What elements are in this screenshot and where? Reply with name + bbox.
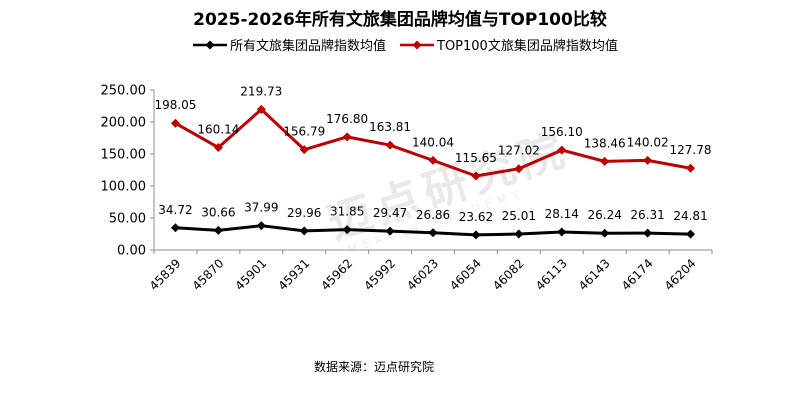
data-label: 26.86: [416, 208, 450, 222]
y-tick-label: 0.00: [117, 244, 146, 259]
data-label: 26.24: [588, 208, 622, 222]
data-label: 115.65: [455, 151, 497, 165]
x-tick-label: 45839: [147, 256, 184, 293]
data-point: [170, 118, 180, 128]
x-tick-label: 46204: [662, 256, 699, 293]
data-point: [600, 156, 610, 166]
data-point: [170, 223, 180, 233]
data-label: 198.05: [154, 98, 196, 112]
data-point: [385, 226, 395, 236]
legend-marker-series-1: [412, 40, 422, 50]
data-label: 156.79: [283, 125, 325, 139]
data-point: [686, 163, 696, 173]
data-point: [643, 228, 653, 238]
data-point: [557, 145, 567, 155]
series-0: 34.72 30.66 37.99 29.96 31.85 29.47 26.86 23.62…: [158, 201, 708, 240]
data-point: [600, 228, 610, 238]
y-tick-label: 50.00: [109, 212, 146, 227]
legend: 所有文旅集团品牌指数均值 TOP100文旅集团品牌指数均值: [193, 38, 618, 54]
data-label: 25.01: [502, 209, 536, 223]
data-point: [256, 221, 266, 231]
data-point: [643, 155, 653, 165]
data-label: 160.14: [197, 123, 239, 137]
data-label: 29.96: [287, 206, 321, 220]
data-point: [686, 229, 696, 239]
x-tick-label: 46174: [619, 256, 656, 293]
data-label: 140.04: [412, 135, 454, 149]
data-point: [471, 230, 481, 240]
y-tick-label: 100.00: [101, 180, 147, 195]
x-tick-label: 45962: [318, 256, 355, 293]
data-label: 127.02: [498, 144, 540, 158]
legend-label-series-0: 所有文旅集团品牌指数均值: [230, 38, 386, 54]
legend-item-series-1: TOP100文旅集团品牌指数均值: [400, 38, 618, 54]
data-label: 176.80: [326, 112, 368, 126]
series-1: 198.05160.14219.73156.79176.80163.81140.…: [154, 84, 712, 181]
data-point: [342, 225, 352, 235]
data-label: 23.62: [459, 210, 493, 224]
x-tick-label: 46082: [490, 256, 527, 293]
x-tick-label: 46054: [447, 256, 484, 293]
data-point: [471, 171, 481, 181]
data-point: [299, 226, 309, 236]
data-label: 138.46: [584, 136, 626, 150]
data-point: [256, 104, 266, 114]
data-label: 219.73: [240, 84, 282, 98]
y-axis: 0.00 50.00 100.00 150.00 200.00 250.00: [101, 84, 155, 259]
x-tick-label: 45870: [190, 256, 227, 293]
x-tick-label: 46113: [533, 256, 570, 293]
data-point: [213, 143, 223, 153]
data-point: [557, 227, 567, 237]
x-axis: 45839 45870 45901 45931 45962 45992 46023 46054…: [147, 249, 713, 293]
data-label: 163.81: [369, 120, 411, 134]
x-tick-label: 45901: [233, 256, 270, 293]
y-tick-label: 150.00: [101, 148, 147, 163]
x-tick-label: 45992: [361, 256, 398, 293]
series-layer: 34.72 30.66 37.99 29.96 31.85 29.47 26.86 23.62…: [154, 84, 712, 240]
data-point: [514, 164, 524, 174]
legend-item-series-0: 所有文旅集团品牌指数均值: [193, 38, 386, 54]
data-point: [213, 225, 223, 235]
x-tick-label: 46023: [404, 256, 441, 293]
chart-title: 2025-2026年所有文旅集团品牌均值与TOP100比较: [193, 9, 607, 30]
legend-label-series-1: TOP100文旅集团品牌指数均值: [436, 38, 618, 54]
data-label: 26.31: [630, 208, 664, 222]
data-label: 24.81: [673, 209, 707, 223]
data-label: 37.99: [244, 201, 278, 215]
data-point: [385, 140, 395, 150]
data-label: 30.66: [201, 205, 235, 219]
data-label: 127.78: [670, 143, 712, 157]
data-point: [342, 132, 352, 142]
x-tick-label: 46143: [576, 256, 613, 293]
y-tick-label: 200.00: [101, 116, 147, 131]
data-label: 34.72: [158, 203, 192, 217]
x-tick-label: 45931: [275, 256, 312, 293]
y-tick-label: 250.00: [101, 84, 147, 99]
data-label: 140.02: [627, 135, 669, 149]
data-label: 28.14: [545, 207, 579, 221]
data-point: [428, 228, 438, 238]
data-label: 29.47: [373, 206, 407, 220]
data-point: [299, 145, 309, 155]
data-label: 31.85: [330, 205, 364, 219]
data-point: [428, 155, 438, 165]
data-point: [514, 229, 524, 239]
data-label: 156.10: [541, 125, 583, 139]
data-source: 数据来源：迈点研究院: [314, 359, 434, 374]
legend-marker-series-0: [205, 40, 215, 50]
